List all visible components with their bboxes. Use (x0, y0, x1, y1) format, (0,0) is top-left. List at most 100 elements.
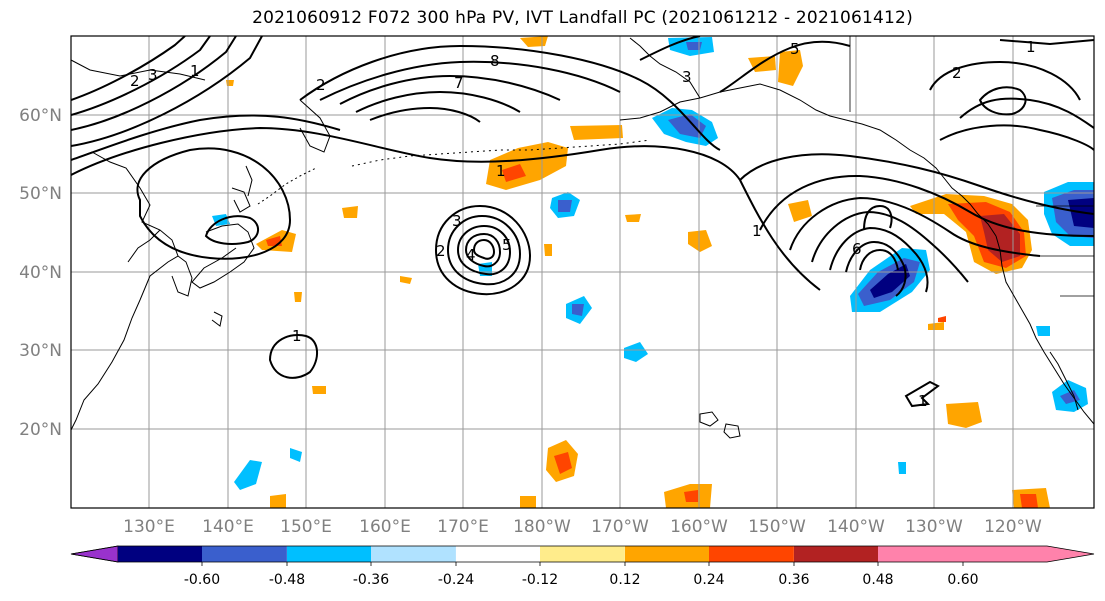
colorbar: -0.60 -0.48 -0.36 -0.24 -0.12 0.12 0.24 … (70, 545, 1095, 588)
lon-label: 180°W (513, 517, 571, 537)
anomaly-patch (778, 50, 803, 86)
contour-label: 3 (452, 212, 462, 230)
lat-label: 40°N (19, 263, 62, 283)
contour-label: 8 (490, 52, 500, 70)
anomaly-patch (294, 292, 302, 302)
colorbar-segment (540, 546, 625, 562)
colorbar-tick-label: -0.60 (184, 572, 220, 588)
anomaly-patch (502, 164, 526, 182)
contour-label: 2 (130, 72, 140, 90)
anomaly-patch (1036, 326, 1050, 336)
anomaly-patch (684, 490, 698, 502)
lon-label: 170°E (437, 517, 489, 537)
contour-label: 5 (790, 40, 800, 58)
anomaly-patch (898, 462, 906, 474)
lon-label: 170°W (591, 517, 649, 537)
colorbar-segment (709, 546, 794, 562)
colorbar-tick-label: 0.60 (947, 572, 978, 588)
contour-label: 1 (1026, 38, 1036, 56)
contour-label: 6 (852, 240, 862, 258)
lat-label: 20°N (19, 420, 62, 440)
anomaly-patch (938, 316, 946, 322)
contour-labels: 1 1 1 1 2 2 2 3 3 4 5 6 7 8 1 2 3 5 1 (130, 38, 1036, 410)
contour-label: 1 (190, 62, 200, 80)
anomaly-patch (558, 200, 572, 212)
lon-label: 140°W (827, 517, 885, 537)
colorbar-segment (625, 546, 710, 562)
colorbar-tick-label: -0.36 (353, 572, 389, 588)
anomaly-patch (928, 322, 944, 330)
anomaly-patch (400, 276, 412, 284)
anomaly-patch (270, 494, 286, 508)
ivt-shading (212, 36, 1094, 508)
anomaly-patch (570, 125, 623, 140)
contour-label: 1 (918, 392, 928, 410)
contour-label: 4 (466, 246, 476, 264)
lon-label: 130°W (905, 517, 963, 537)
anomaly-patch (312, 386, 326, 394)
colorbar-segment (371, 546, 456, 562)
anomaly-patch (520, 496, 536, 508)
colorbar-segment (202, 546, 287, 562)
colorbar-extend-high (963, 546, 1094, 562)
colorbar-extend-low (70, 545, 119, 563)
contour-label: 2 (952, 64, 962, 82)
lon-label: 130°E (123, 517, 175, 537)
lat-label: 30°N (19, 341, 62, 361)
anomaly-patch (226, 80, 234, 86)
lon-label: 120°W (984, 517, 1042, 537)
colorbar-segment (118, 546, 203, 562)
map-frame (70, 35, 1095, 509)
contour-label: 3 (148, 66, 158, 84)
colorbar-tick-label: 0.48 (862, 572, 893, 588)
colorbar-tick-label: 0.36 (778, 572, 809, 588)
contour-label: 7 (454, 74, 464, 92)
anomaly-patch (572, 304, 584, 316)
gridlines (71, 36, 1094, 508)
lon-label: 150°W (748, 517, 806, 537)
anomaly-patch (668, 114, 706, 138)
coastlines (71, 36, 1094, 439)
latitude-labels: 60°N 50°N 40°N 30°N 20°N (19, 106, 62, 440)
colorbar-segment (456, 546, 541, 562)
anomaly-patch (946, 402, 982, 428)
anomaly-patch (788, 200, 812, 222)
contour-label: 1 (496, 162, 506, 180)
lat-label: 50°N (19, 184, 62, 204)
contour-label: 3 (682, 68, 692, 86)
lon-label: 160°W (670, 517, 728, 537)
contour-label: 5 (502, 236, 512, 254)
contour-label: 2 (316, 76, 326, 94)
pv-contours (71, 36, 1094, 408)
lat-label: 60°N (19, 106, 62, 126)
anomaly-patch (554, 452, 572, 474)
anomaly-patch (290, 448, 302, 462)
colorbar-segment (794, 546, 879, 562)
anomaly-patch (624, 342, 648, 362)
contour-label: 1 (752, 222, 762, 240)
colorbar-segment (287, 546, 372, 562)
map-title: 2021060912 F072 300 hPa PV, IVT Landfall… (252, 8, 913, 28)
anomaly-patch (544, 244, 552, 256)
colorbar-tick-label: -0.48 (269, 572, 305, 588)
lon-label: 160°E (359, 517, 411, 537)
contour-label: 2 (436, 242, 446, 260)
colorbar-tick-label: 0.12 (609, 572, 640, 588)
lon-label: 140°E (202, 517, 254, 537)
colorbar-tick-label: 0.24 (693, 572, 724, 588)
anomaly-patch (688, 230, 712, 252)
longitude-labels: 130°E 140°E 150°E 160°E 170°E 180°W 170°… (123, 517, 1042, 537)
contour-label: 1 (292, 327, 302, 345)
anomaly-patch (980, 214, 1020, 262)
lon-label: 150°E (280, 517, 332, 537)
anomaly-patch (234, 460, 262, 490)
colorbar-segment (878, 546, 963, 562)
anomaly-patch (625, 214, 641, 222)
colorbar-tick-label: -0.12 (522, 572, 558, 588)
anomaly-patch (342, 206, 358, 218)
colorbar-tick-label: -0.24 (438, 572, 474, 588)
anomaly-patch (520, 36, 548, 47)
anomaly-patch (1020, 494, 1038, 508)
anomaly-patch (686, 42, 702, 50)
